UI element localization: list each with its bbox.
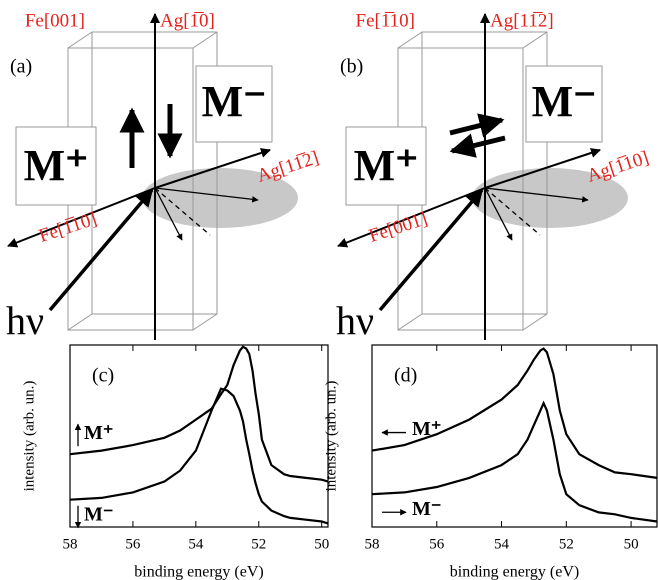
m-minus-box	[195, 65, 273, 143]
y-axis-label: intensity (arb. un.)	[323, 381, 339, 492]
x-tick-label: 58	[365, 536, 380, 552]
in-plane-axis	[154, 148, 271, 189]
slab-edge	[522, 31, 548, 49]
axis-label: Ag[1̅10]	[584, 147, 651, 187]
y-axis-label: intensity (arb. un.)	[21, 381, 37, 492]
panel-label: (a)	[10, 56, 32, 78]
slab-edge	[67, 31, 93, 49]
x-axis-label: binding energy (eV)	[450, 564, 579, 580]
legend-label: M⁺	[84, 422, 113, 444]
diagram: M⁺M⁻(b)Fe[1̅10] Ag[11̅2]Ag[1̅10]Fe[001]hν	[336, 10, 651, 343]
slab-edge	[67, 313, 93, 331]
ray	[484, 187, 513, 241]
m-plus-box	[15, 126, 97, 206]
m-plus: M⁺	[24, 141, 89, 190]
spectrum	[371, 400, 658, 523]
normal-axis	[337, 187, 486, 248]
panel-label: (b)	[340, 56, 363, 78]
shadow	[142, 168, 298, 228]
ray-dashed	[484, 187, 541, 236]
m-plus-box	[345, 126, 427, 206]
ray	[154, 187, 259, 203]
spectrum	[371, 347, 658, 479]
ray	[154, 187, 183, 241]
axis-label: Fe[1̅10]	[356, 10, 415, 31]
legend-label: M⁻	[412, 498, 441, 520]
m-plus: M⁺	[354, 141, 419, 190]
in-plane-axis	[484, 148, 601, 189]
plot-frame	[69, 344, 329, 528]
photon-beam	[48, 188, 154, 312]
axis-label: Ag[1̅0]	[160, 10, 215, 31]
x-tick-label: 52	[559, 536, 574, 552]
x-tick-label: 58	[63, 536, 78, 552]
ray	[484, 187, 589, 203]
x-tick-label: 54	[188, 536, 204, 552]
x-tick-label: 52	[251, 536, 266, 552]
slab-edge	[192, 313, 218, 331]
panel-label: (c)	[92, 365, 114, 387]
magnetization	[449, 113, 505, 138]
x-tick-label: 56	[429, 536, 445, 552]
x-tick-label: 56	[125, 536, 141, 552]
slab-edge	[397, 31, 423, 49]
photon: hν	[336, 298, 374, 343]
x-tick-label: 54	[494, 536, 510, 552]
x-tick-label: 50	[314, 536, 329, 552]
x-axis-label: binding energy (eV)	[134, 564, 263, 580]
shadow	[472, 168, 628, 228]
m-minus: M⁻	[202, 77, 267, 126]
slab-edge	[522, 313, 548, 331]
slab-edge	[192, 31, 218, 49]
x-tick-label: 50	[624, 536, 639, 552]
photon-beam	[378, 188, 484, 312]
axis-label: Ag[11̅2]	[490, 10, 554, 31]
photon: hν	[6, 298, 44, 343]
m-minus: M⁻	[532, 77, 597, 126]
legend-label: M⁺	[412, 418, 441, 440]
ray-dashed	[154, 187, 211, 236]
magnetization	[449, 133, 506, 158]
axis-label: Fe[001]	[25, 10, 85, 31]
spectrum	[69, 387, 329, 525]
legend-label: M⁻	[84, 503, 113, 525]
spectrum	[69, 345, 329, 483]
axis-label: Ag[11̅2]	[254, 147, 321, 187]
m-minus-box	[525, 65, 603, 143]
plot-frame	[371, 344, 658, 528]
panel-label: (d)	[394, 365, 417, 387]
normal-axis	[7, 187, 156, 248]
slab-edge	[397, 313, 423, 331]
diagram: M⁺M⁻(a)Fe[001] Ag[1̅0]Ag[11̅2]Fe[1̅10]hν	[6, 10, 321, 343]
